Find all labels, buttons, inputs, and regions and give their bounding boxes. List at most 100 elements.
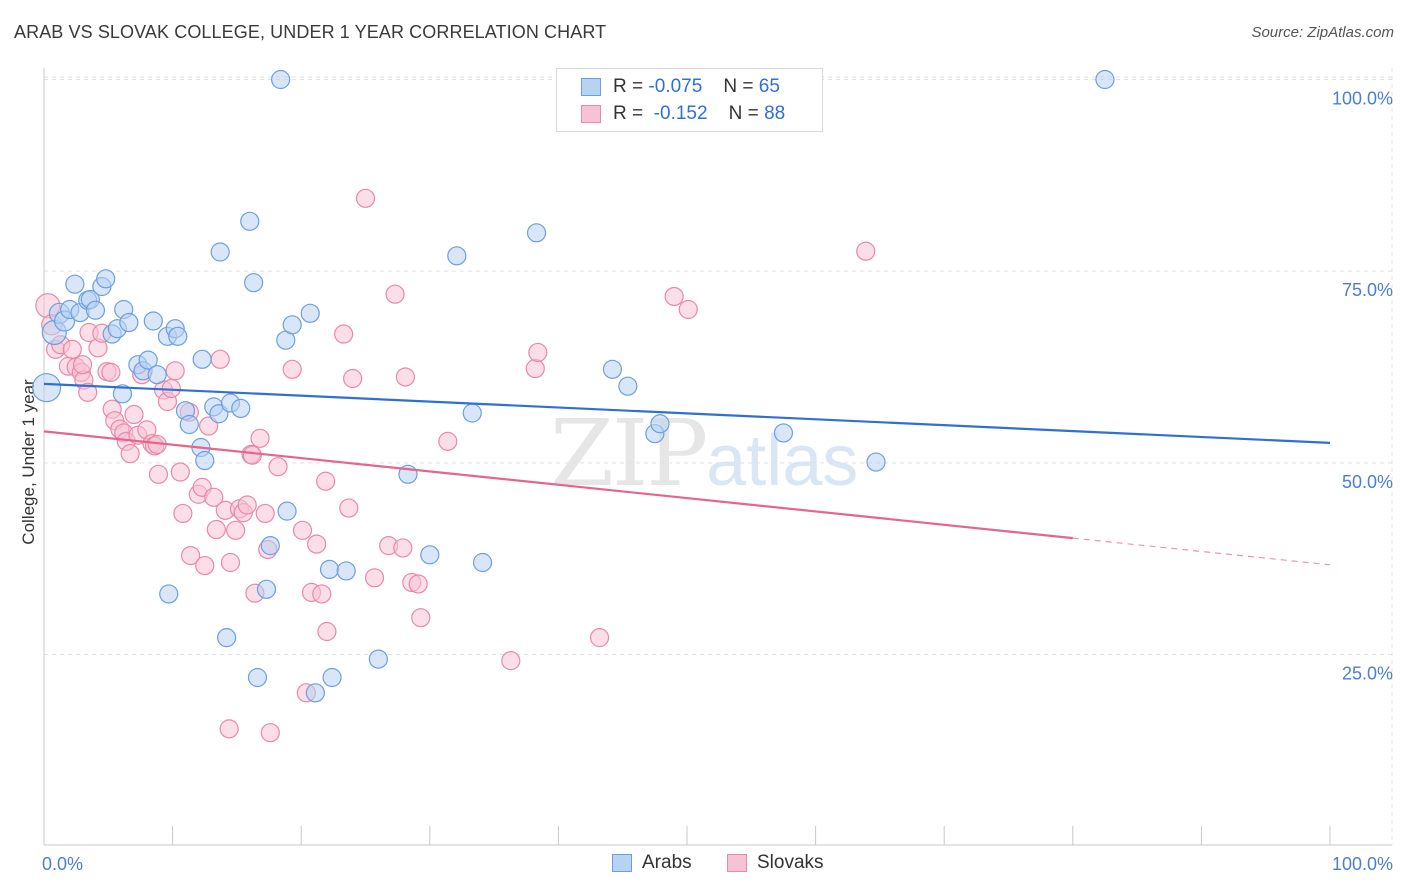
arabs-point — [271, 69, 291, 90]
slovaks-point — [339, 498, 359, 518]
arabs-point — [319, 559, 340, 580]
arabs-point — [159, 584, 179, 604]
chart-source: Source: ZipAtlas.com — [1251, 24, 1394, 41]
slovaks-point — [210, 349, 230, 369]
slovaks-point — [148, 464, 169, 484]
slovaks-point — [316, 471, 336, 491]
arabs-point — [472, 552, 493, 573]
chart-title: ARAB VS SLOVAK COLLEGE, UNDER 1 YEAR COR… — [14, 22, 607, 42]
arabs-point — [462, 403, 482, 423]
slovaks-point — [268, 457, 288, 477]
correlation-legend: R = -0.075 N = 65 R = -0.152 N = 88 — [556, 68, 823, 132]
slovaks-point — [395, 367, 415, 387]
slovaks-point — [664, 286, 684, 307]
arabs-point — [217, 628, 237, 648]
legend-r-value-arabs: -0.075 — [648, 76, 703, 97]
arabs-point — [143, 311, 163, 331]
y-tick-label-25: 25.0% — [1342, 664, 1393, 684]
legend-n-value-arabs: 65 — [758, 76, 780, 97]
arabs-point — [282, 315, 302, 335]
slovaks-point — [282, 359, 302, 379]
legend-n-label: N = — [728, 103, 759, 124]
arabs-point — [168, 326, 188, 346]
arabs-point — [305, 683, 325, 703]
y-tick-label-100: 100.0% — [1332, 89, 1393, 109]
arabs-point — [96, 269, 116, 289]
legend-item-slovaks[interactable]: Slovaks — [727, 852, 824, 874]
arabs-point — [277, 501, 297, 521]
slovaks-point — [589, 628, 610, 648]
arabs-point — [447, 246, 467, 266]
arabs-points — [31, 69, 1115, 703]
x-tick-label-min: 0.0% — [42, 854, 83, 874]
arabs-point — [179, 414, 199, 435]
arabs-point — [602, 359, 623, 379]
slovaks-point — [226, 520, 246, 540]
slovaks-point — [206, 519, 226, 540]
slovaks-point — [856, 241, 876, 261]
arabs-point — [244, 273, 264, 293]
arabs-point — [618, 376, 638, 396]
slovaks-point — [385, 284, 405, 304]
slovaks-point — [124, 404, 144, 425]
slovaks-point — [364, 568, 385, 588]
arabs-point — [85, 300, 106, 320]
slovaks-point — [528, 342, 548, 363]
arabs-point — [773, 423, 794, 443]
legend-n-value-slovaks: 88 — [764, 103, 786, 124]
slovaks-point — [237, 495, 257, 515]
arabs-point — [650, 414, 670, 434]
legend-r-label: R = — [613, 76, 644, 97]
legend-swatch-arabs — [581, 78, 601, 96]
arabs-point — [112, 384, 133, 404]
slovaks-point — [260, 723, 280, 743]
arabs-point — [260, 536, 280, 556]
slovaks-point — [355, 188, 376, 208]
slovaks-point — [173, 503, 193, 524]
legend-row-slovaks: R = -0.152 N = 88 — [581, 103, 785, 125]
y-tick-label-50: 50.0% — [1342, 472, 1393, 492]
arabs-point — [1095, 69, 1115, 90]
tick-label-layer: 25.0% 50.0% 75.0% 100.0% 0.0% 100.0% — [42, 89, 1393, 875]
legend-r-value-slovaks: -0.152 — [653, 103, 708, 124]
axis-layer — [43, 68, 1392, 846]
slovaks-trend-line — [43, 430, 1073, 540]
arabs-point — [147, 365, 167, 385]
slovaks-point — [204, 487, 224, 507]
legend-swatch-slovaks — [727, 854, 747, 872]
slovaks-point — [317, 621, 337, 642]
arabs-point — [526, 223, 547, 243]
slovaks-point — [62, 339, 82, 359]
slovaks-point — [170, 462, 190, 482]
slovaks-point — [334, 324, 354, 344]
legend-item-arabs[interactable]: Arabs — [612, 852, 692, 874]
y-tick-label-75: 75.0% — [1342, 280, 1393, 300]
slovaks-trend-extension — [1072, 537, 1331, 566]
arabs-point — [31, 373, 62, 403]
slovaks-point — [120, 444, 140, 464]
arabs-point — [256, 579, 277, 599]
slovaks-point — [101, 362, 121, 382]
slovaks-point — [678, 299, 698, 320]
arabs-point — [192, 349, 212, 369]
watermark-zip: ZIP — [550, 400, 708, 507]
slovaks-point — [199, 416, 219, 436]
slovaks-point — [181, 545, 201, 566]
slovaks-point — [343, 368, 363, 389]
arabs-point — [231, 398, 251, 418]
slovaks-point — [165, 361, 185, 381]
slovaks-point — [250, 428, 270, 448]
slovaks-point — [501, 651, 521, 671]
slovaks-point — [255, 503, 275, 524]
slovaks-point — [312, 584, 332, 604]
arabs-point — [119, 312, 139, 333]
series-legend: Arabs Slovaks — [0, 852, 1406, 876]
arabs-point — [247, 667, 268, 688]
slovaks-points — [35, 188, 876, 743]
slovaks-point — [438, 431, 458, 451]
slovaks-point — [242, 445, 262, 465]
trend-layer — [43, 382, 1331, 566]
slovaks-point — [411, 608, 431, 628]
slovaks-point — [393, 538, 413, 558]
